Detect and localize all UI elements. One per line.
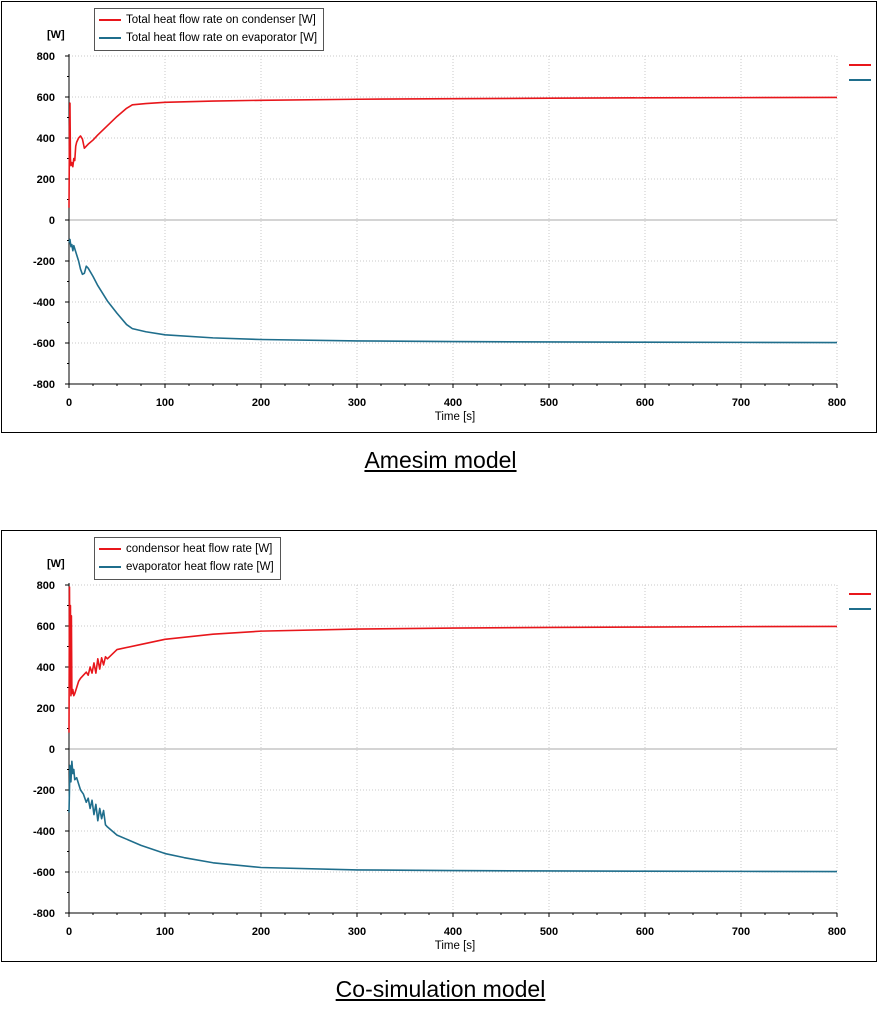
- legend-entry-evaporator: evaporator heat flow rate [W]: [99, 558, 274, 576]
- series-line-condenser: [68, 586, 838, 733]
- x-tick-label: 300: [348, 926, 366, 938]
- y-tick-label: 600: [37, 92, 55, 104]
- side-legend-swatch-evaporator: [849, 79, 871, 81]
- x-tick-label: 0: [66, 926, 72, 938]
- y-tick-label: 400: [37, 662, 55, 674]
- chart-svg: 800 600 400 200 0 -200 -400 -600 -800 0 100 200 300 4…: [33, 580, 846, 938]
- y-tick-label: 800: [37, 51, 55, 63]
- chart-panel-amesim: 800 600 400 200 0 -200 -400 -600 -800 0 100 200 300 4…: [1, 1, 877, 433]
- y-tick-label: 0: [49, 215, 55, 227]
- legend-entry-condenser: condensor heat flow rate [W]: [99, 540, 274, 558]
- y-tick-label: 200: [37, 703, 55, 715]
- y-tick-label: 800: [37, 580, 55, 592]
- x-axis-label: Time [s]: [434, 411, 476, 423]
- side-legend-swatch-evaporator: [849, 608, 871, 610]
- x-tick-label: 600: [636, 397, 654, 409]
- x-tick-label: 300: [348, 397, 366, 409]
- y-tick-label: -400: [33, 826, 55, 838]
- legend-swatch: [99, 37, 121, 39]
- legend: condensor heat flow rate [W] evaporator …: [94, 537, 281, 580]
- x-tick-label: 500: [540, 397, 558, 409]
- y-tick-label: 400: [37, 133, 55, 145]
- y-tick-label: -600: [33, 338, 55, 350]
- x-tick-label: 0: [66, 397, 72, 409]
- y-tick-label: 0: [49, 744, 55, 756]
- legend-label: Total heat flow rate on evaporator [W]: [126, 32, 318, 44]
- side-legend-swatch-condenser: [849, 64, 871, 66]
- y-tick-label: -600: [33, 867, 55, 879]
- x-axis-label: Time [s]: [434, 940, 476, 952]
- y-axis-unit: [W]: [47, 29, 65, 41]
- legend-label: Total heat flow rate on condenser [W]: [126, 14, 316, 26]
- series-line-condenser: [68, 96, 838, 208]
- y-tick-label: -200: [33, 256, 55, 268]
- x-tick-label: 400: [444, 397, 462, 409]
- legend: Total heat flow rate on condenser [W] To…: [94, 8, 325, 51]
- side-legend-swatch-condenser: [849, 593, 871, 595]
- legend-entry-evaporator: Total heat flow rate on evaporator [W]: [99, 29, 317, 47]
- y-tick-label: -800: [33, 379, 55, 391]
- y-tick-label: -200: [33, 785, 55, 797]
- chart-svg: 800 600 400 200 0 -200 -400 -600 -800 0 100 200 300 4…: [33, 51, 846, 409]
- legend-label: condensor heat flow rate [W]: [126, 543, 273, 555]
- series-line-evaporator: [68, 760, 838, 873]
- figure-caption-cosimulation: Co-simulation model: [335, 976, 546, 1002]
- x-tick-label: 100: [156, 926, 174, 938]
- x-tick-label: 200: [252, 397, 270, 409]
- legend-swatch: [99, 19, 121, 21]
- x-tick-label: 200: [252, 926, 270, 938]
- x-tick-label: 500: [540, 926, 558, 938]
- x-tick-label: 700: [732, 397, 750, 409]
- y-tick-label: 600: [37, 621, 55, 633]
- legend-swatch: [99, 548, 121, 550]
- y-tick-label: 200: [37, 174, 55, 186]
- chart-panel-cosimulation: 800 600 400 200 0 -200 -400 -600 -800 0 100 200 300 4…: [1, 530, 877, 962]
- x-tick-label: 100: [156, 397, 174, 409]
- series-line-evaporator: [68, 238, 838, 344]
- figure-caption-amesim: Amesim model: [364, 447, 517, 473]
- x-tick-label: 600: [636, 926, 654, 938]
- x-tick-label: 800: [828, 397, 846, 409]
- legend-swatch: [99, 566, 121, 568]
- y-tick-label: -400: [33, 297, 55, 309]
- x-tick-label: 800: [828, 926, 846, 938]
- y-axis-unit: [W]: [47, 558, 65, 570]
- x-tick-label: 700: [732, 926, 750, 938]
- y-tick-label: -800: [33, 908, 55, 920]
- x-tick-label: 400: [444, 926, 462, 938]
- legend-label: evaporator heat flow rate [W]: [126, 561, 274, 573]
- legend-entry-condenser: Total heat flow rate on condenser [W]: [99, 11, 317, 29]
